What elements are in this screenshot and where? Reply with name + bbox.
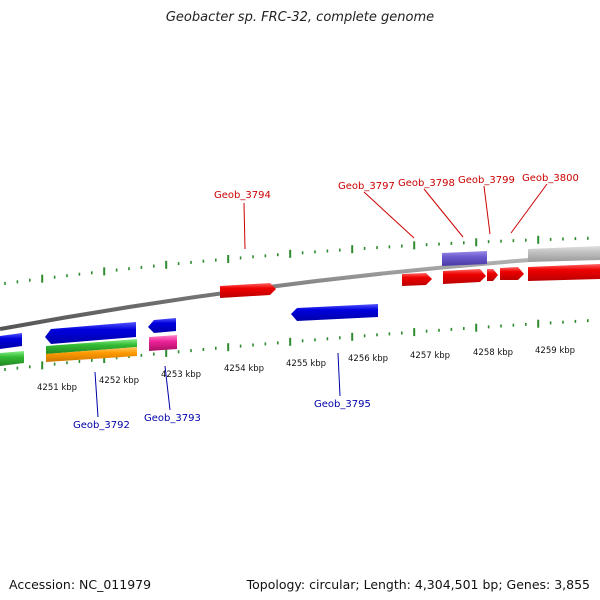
gene-arrow-geob-3794[interactable] [220, 283, 276, 298]
scale-label-4254: 4254 kbp [224, 364, 264, 374]
rna-feature-orange[interactable] [46, 347, 137, 362]
forward-leader-lines [243, 183, 548, 250]
upper-tick-row [4, 235, 589, 285]
gene-arrow-geob-3795[interactable] [291, 304, 378, 321]
scale-label-4255: 4255 kbp [286, 359, 326, 369]
scale-label-4257: 4257 kbp [410, 351, 450, 361]
genome-summary-text: Topology: circular; Length: 4,304,501 bp… [246, 577, 590, 592]
rna-feature-pink[interactable] [149, 335, 177, 351]
gene-arrow-geob-3796[interactable] [402, 273, 432, 286]
feature-grey[interactable] [528, 246, 600, 262]
forward-strand-genes [220, 246, 600, 298]
feature-purple[interactable] [442, 251, 487, 266]
gene-label-geob-3797[interactable]: Geob_3797 [338, 181, 395, 192]
gene-label-geob-3800[interactable]: Geob_3800 [522, 173, 579, 184]
gene-label-geob-3798[interactable]: Geob_3798 [398, 178, 455, 189]
reverse-strand-genes [0, 304, 378, 366]
gene-arrow-geob-3798[interactable] [487, 269, 498, 281]
gene-arrow-geob-3793-upper[interactable] [148, 318, 176, 333]
gene-label-geob-3793[interactable]: Geob_3793 [144, 413, 201, 424]
forward-gene-labels: Geob_3794 Geob_3797 Geob_3798 Geob_3799 … [214, 173, 579, 201]
gene-label-geob-3799[interactable]: Geob_3799 [458, 175, 515, 186]
scale-label-4251: 4251 kbp [37, 383, 77, 393]
scale-label-4256: 4256 kbp [348, 354, 388, 364]
reverse-gene-labels: Geob_3792 Geob_3793 Geob_3795 [73, 399, 371, 431]
scale-label-4253: 4253 kbp [161, 370, 201, 380]
scale-label-4259: 4259 kbp [535, 346, 575, 356]
rna-feature-green-left[interactable] [0, 351, 24, 366]
scale-label-4252: 4252 kbp [99, 376, 139, 386]
accession-text: Accession: NC_011979 [9, 577, 152, 592]
lower-tick-row [4, 319, 589, 371]
reverse-leader-lines [94, 352, 341, 418]
gene-label-geob-3792[interactable]: Geob_3792 [73, 420, 130, 431]
gene-arrow-geob-3797[interactable] [443, 269, 486, 284]
gene-label-geob-3794[interactable]: Geob_3794 [214, 190, 271, 201]
scale-labels: 4251 kbp 4252 kbp 4253 kbp 4254 kbp 4255… [37, 346, 575, 393]
rna-feature-green[interactable] [46, 339, 137, 354]
gene-arrow-geob-3800[interactable] [528, 264, 600, 281]
scale-label-4258: 4258 kbp [473, 348, 513, 358]
gene-arrow-geob-3792[interactable] [45, 322, 136, 344]
gene-label-geob-3795[interactable]: Geob_3795 [314, 399, 371, 410]
map-title: Geobacter sp. FRC-32, complete genome [165, 10, 435, 25]
gene-arrow-left-partial[interactable] [0, 333, 22, 349]
gene-arrow-geob-3799[interactable] [500, 267, 524, 280]
genome-backbone [0, 253, 600, 331]
